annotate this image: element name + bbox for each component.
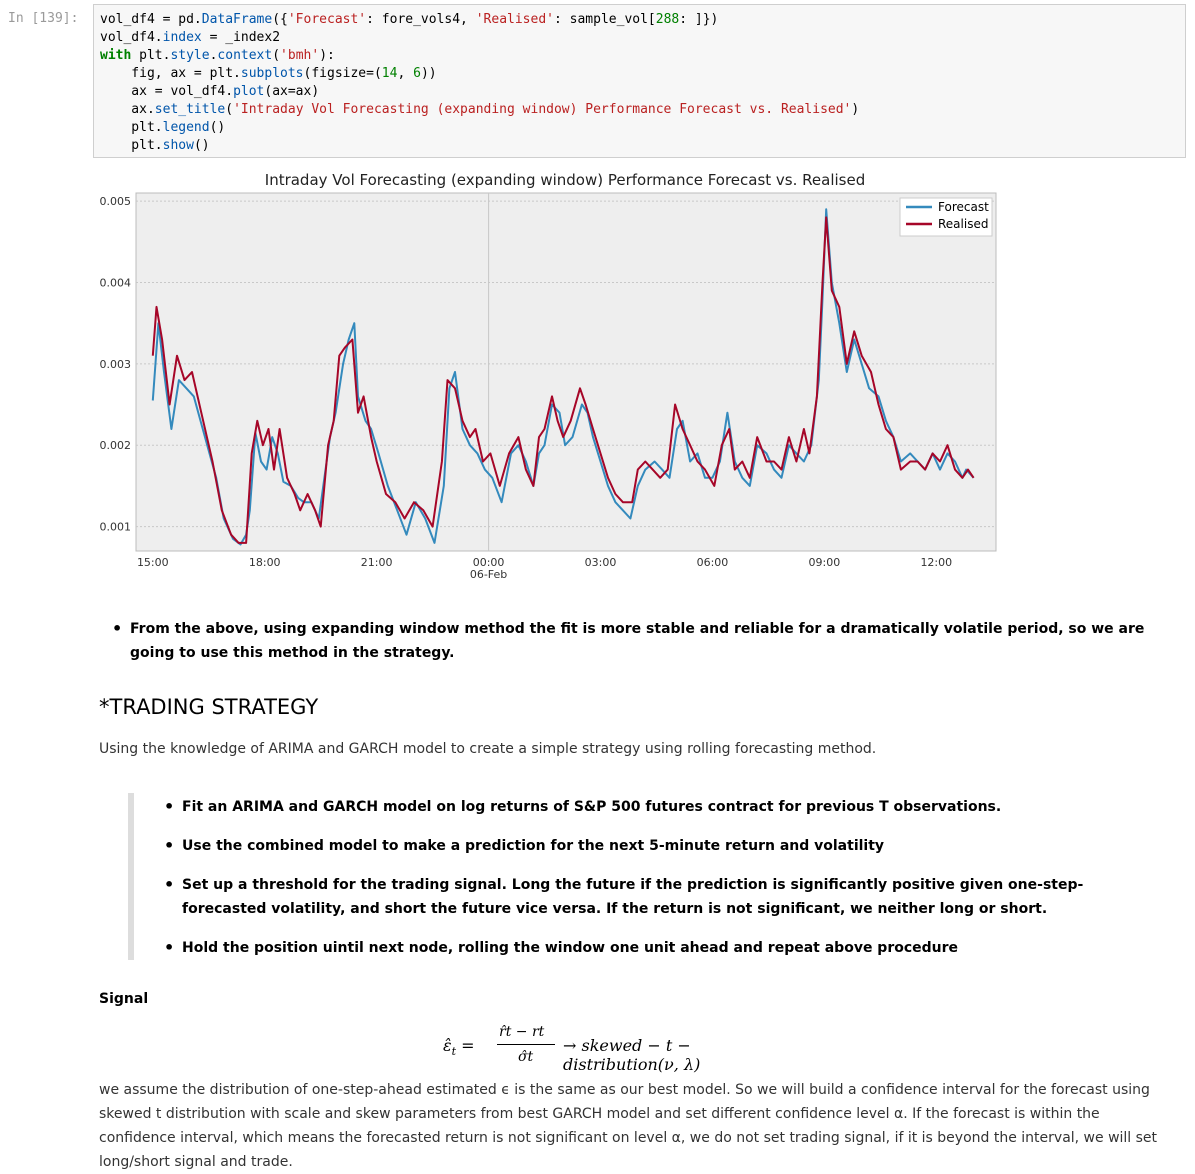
plot-area — [135, 192, 997, 552]
section-heading: *TRADING STRATEGY — [99, 695, 319, 719]
x-tick-label: 06:00 — [697, 556, 729, 569]
step-item: Set up a threshold for the trading signa… — [162, 873, 1112, 921]
formula-lhs-sub: t — [451, 1045, 457, 1059]
legend-forecast-label: Forecast — [938, 200, 989, 214]
y-tick-label: 0.003 — [100, 358, 132, 371]
formula-numerator: r̂t − rt — [499, 1024, 545, 1040]
step-item: Hold the position uintil next node, roll… — [162, 936, 1112, 960]
x-tick-sublabel: 06-Feb — [470, 568, 507, 581]
step-item: Fit an ARIMA and GARCH model on log retu… — [162, 795, 1112, 819]
x-tick-label: 15:00 — [137, 556, 169, 569]
step-item: Use the combined model to make a predict… — [162, 834, 1112, 858]
x-tick-label: 09:00 — [809, 556, 841, 569]
volatility-chart: Intraday Vol Forecasting (expanding wind… — [100, 171, 997, 581]
blockquote-bar — [128, 793, 134, 960]
x-tick-label: 12:00 — [920, 556, 952, 569]
y-tick-label: 0.002 — [100, 439, 132, 452]
series-lines — [151, 208, 975, 546]
legend-realised-label: Realised — [938, 217, 988, 231]
formula-denominator: σ̂t — [518, 1049, 534, 1065]
y-tick-label: 0.001 — [100, 521, 132, 534]
formula-lhs: ε̂ — [443, 1036, 452, 1055]
legend: Forecast Realised — [899, 197, 993, 237]
x-tick-label: 03:00 — [585, 556, 617, 569]
chart-title: Intraday Vol Forecasting (expanding wind… — [265, 171, 865, 189]
code-editor[interactable]: vol_df4 = pd.DataFrame({'Forecast': fore… — [100, 12, 860, 153]
conclusion-bullet: From the above, using expanding window m… — [110, 617, 1170, 665]
cell-prompt: In [139]: — [8, 11, 79, 26]
x-tick-label: 18:00 — [249, 556, 281, 569]
y-tick-label: 0.004 — [100, 277, 132, 290]
y-axis: 0.001 0.002 0.003 0.004 0.005 — [100, 195, 132, 533]
formula-rhs: → skewed − t − distribution(ν, λ) — [563, 1036, 701, 1074]
code-cell[interactable]: vol_df4 = pd.DataFrame({'Forecast': fore… — [93, 4, 1186, 158]
series-line-realised — [151, 216, 975, 544]
intro-text: Using the knowledge of ARIMA and GARCH m… — [99, 741, 877, 757]
x-tick-label: 21:00 — [361, 556, 393, 569]
signal-formula: ε̂t = r̂t − rt σ̂t → skewed − t − distri… — [443, 1022, 803, 1074]
y-tick-label: 0.005 — [100, 195, 132, 208]
explanation-text: we assume the distribution of one-step-a… — [99, 1082, 1158, 1170]
signal-heading: Signal — [99, 991, 149, 1007]
x-tick-label: 00:00 — [473, 556, 505, 569]
